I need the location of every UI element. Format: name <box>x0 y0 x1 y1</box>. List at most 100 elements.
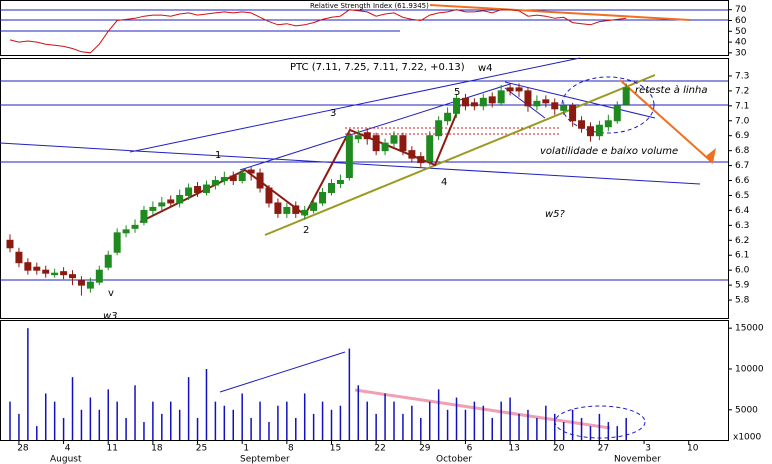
candle-body <box>524 90 532 107</box>
y-tick-label: 6.9 <box>735 131 750 141</box>
candle-body <box>185 187 193 196</box>
x-tick-label: 13 <box>508 444 519 454</box>
annotation: w3 <box>103 311 118 322</box>
y-tick-label: 70 <box>735 5 747 15</box>
candle-body <box>6 239 14 249</box>
candle-body <box>238 172 246 182</box>
candle-body <box>104 254 112 268</box>
rsi-trend-line <box>429 4 691 21</box>
candle-body <box>417 156 425 164</box>
x-tick-label: 6 <box>467 444 473 454</box>
candle-body <box>149 206 157 211</box>
x-tick-label: 4 <box>65 444 71 454</box>
candle-body <box>327 183 335 193</box>
candle-body <box>167 199 175 204</box>
candle-body <box>60 271 68 276</box>
candle-body <box>33 266 41 271</box>
candle-body <box>515 87 523 92</box>
y-tick-label: 7.1 <box>735 101 749 111</box>
candle-body <box>622 87 630 105</box>
annotation: 2 <box>303 225 309 236</box>
annotation: 4 <box>441 177 447 188</box>
candle-body <box>345 135 353 179</box>
month-label: September <box>240 455 290 464</box>
candle-body <box>354 135 362 140</box>
candle-body <box>42 269 50 274</box>
candle-body <box>488 96 496 104</box>
x-tick-label: 10 <box>687 444 699 454</box>
month-label: October <box>436 455 472 464</box>
y-tick-label: 6.4 <box>735 206 750 216</box>
panel-frames <box>0 0 729 441</box>
candle-body <box>506 87 514 92</box>
x-tick-label: 11 <box>107 444 118 454</box>
candle-body <box>444 112 452 122</box>
candle-body <box>24 262 32 271</box>
candle-body <box>194 186 202 193</box>
trend-line <box>129 57 581 153</box>
candle-body <box>435 120 443 137</box>
candle-body <box>560 105 568 111</box>
month-label: November <box>614 455 661 464</box>
candle-body <box>470 102 478 107</box>
x-tick-label: 25 <box>196 444 207 454</box>
y-tick-label: 7.3 <box>735 71 749 81</box>
y-tick-label: 5.8 <box>735 296 750 306</box>
y-tick-label: 7.0 <box>735 116 750 126</box>
candle-body <box>86 281 94 289</box>
candle-body <box>122 229 130 234</box>
annotation: v <box>108 288 114 299</box>
candle-body <box>15 251 23 264</box>
y-tick-label: 5.9 <box>735 281 750 291</box>
candle-body <box>95 269 103 283</box>
y-tick-label: 10000 <box>735 364 764 374</box>
volume-trend-line <box>354 388 611 430</box>
y-tick-label: 60 <box>735 16 747 26</box>
candle-body <box>381 142 389 152</box>
trend-drawings <box>0 4 728 439</box>
annotation: 5 <box>454 87 460 98</box>
annotation: 1 <box>215 150 221 161</box>
candle-body <box>372 135 380 152</box>
y-tick-label: 7.2 <box>735 86 749 96</box>
rsi-frame <box>0 0 729 56</box>
price-frame <box>0 58 729 319</box>
candle-body <box>247 169 255 174</box>
candle-body <box>319 191 327 204</box>
candle-body <box>542 99 550 104</box>
candle-body <box>202 184 210 193</box>
x-tick-label: 8 <box>288 444 294 454</box>
candle-body <box>283 206 291 214</box>
x-tick-label: 28 <box>17 444 29 454</box>
annotation: 3 <box>330 108 336 119</box>
x-tick-label: 1 <box>243 444 249 454</box>
candle-body <box>426 135 434 162</box>
candle-body <box>479 97 487 107</box>
candle-body <box>113 232 121 253</box>
y-tick-label: 6.5 <box>735 191 749 201</box>
candle-body <box>211 180 219 186</box>
highlight-ellipse <box>561 76 655 134</box>
candle-body <box>265 187 273 204</box>
candle-body <box>51 272 59 276</box>
candle-body <box>399 135 407 152</box>
candle-body <box>569 105 577 122</box>
candle-body <box>140 209 148 223</box>
candle-body <box>310 202 318 211</box>
volume-frame <box>0 320 729 441</box>
candle-body <box>586 126 594 137</box>
candle-body <box>336 180 344 185</box>
candle-body <box>229 175 237 182</box>
candle-body <box>301 209 309 216</box>
volume-unit: x1000 <box>733 433 762 443</box>
trend-line <box>504 81 656 119</box>
candle-body <box>158 202 166 207</box>
candle-body <box>131 224 139 229</box>
x-tick-label: 3 <box>645 444 651 454</box>
annotation: w5? <box>545 209 566 220</box>
y-tick-label: 50 <box>735 27 747 37</box>
candle-body <box>292 205 300 214</box>
projection-arrow <box>619 79 714 164</box>
candle-body <box>497 90 505 104</box>
annotation: volatilidade e baixo volume <box>540 146 678 157</box>
